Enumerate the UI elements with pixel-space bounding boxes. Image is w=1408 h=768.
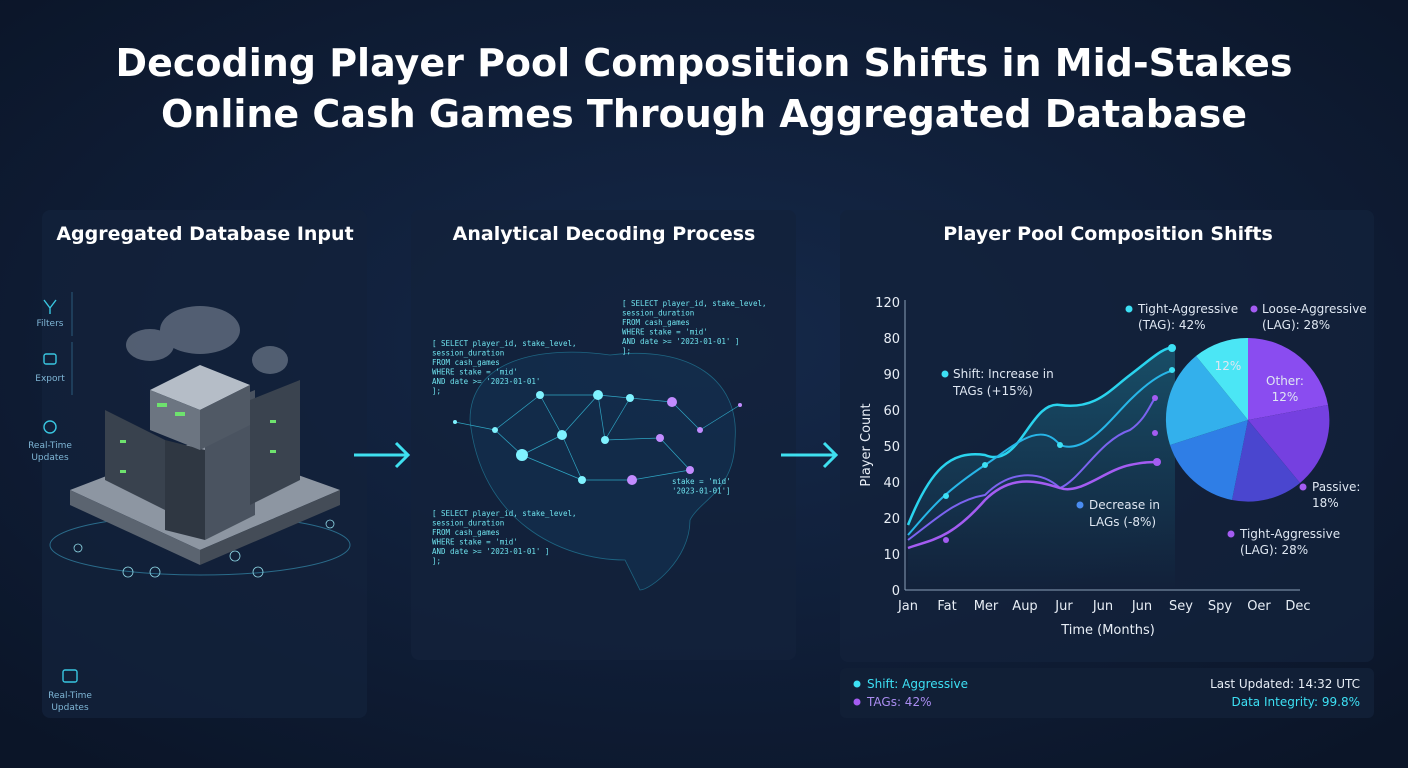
y-tick-label: 60 — [883, 404, 900, 419]
legend-dot — [853, 698, 861, 706]
annotation: Decrease in — [1089, 498, 1160, 512]
title-line: Decoding Player Pool Composition Shifts … — [116, 41, 1293, 85]
title-line: Online Cash Games Through Aggregated Dat… — [161, 92, 1247, 136]
y-tick-label: 40 — [883, 476, 900, 491]
x-tick-label: Jur — [1054, 599, 1073, 614]
code-line: session_duration — [432, 349, 504, 358]
sidebar-label: Real-Time — [48, 691, 92, 701]
code-line: AND date >= '2023-01-01' ] — [622, 337, 739, 346]
footer-text: Last Updated: 14:32 UTC — [1210, 677, 1360, 691]
server-illustration — [49, 306, 351, 578]
panel-title: Player Pool Composition Shifts — [943, 223, 1273, 245]
x-axis-label: Time (Months) — [1060, 623, 1155, 638]
code-snippets: [ SELECT player_id, stake_level, session… — [432, 299, 767, 566]
sidebar-label: Updates — [31, 453, 69, 463]
sidebar-label: Real-Time — [28, 441, 72, 451]
code-line: WHERE stake = 'mid' — [432, 538, 518, 547]
line-chart — [904, 300, 1330, 591]
code-line: session_duration — [432, 519, 504, 528]
sidebar-label: Export — [35, 374, 65, 384]
x-tick-label: Jan — [897, 599, 918, 614]
pie-label: Tight-Aggressive — [1239, 527, 1340, 541]
code-line: stake = 'mid' — [672, 477, 731, 486]
legend-dot — [853, 680, 861, 688]
y-axis-label: Player Count — [859, 403, 874, 486]
annotation: Shift: Increase in — [953, 367, 1054, 381]
panel — [411, 210, 796, 660]
footer-text: TAGs: 42% — [866, 695, 931, 709]
panel-title: Analytical Decoding Process — [453, 223, 756, 245]
pie-label: 12% — [1215, 359, 1242, 373]
x-tick-label: Jun — [1131, 599, 1152, 614]
y-tick-label: 20 — [883, 512, 900, 527]
code-line: [ SELECT player_id, stake_level, — [432, 509, 577, 518]
code-line: AND date >= '2023-01-01' — [432, 377, 540, 386]
code-line: [ SELECT player_id, stake_level, — [622, 299, 767, 308]
pie-label: Tight-Aggressive — [1137, 302, 1238, 316]
code-line: AND date >= '2023-01-01' ] — [432, 547, 549, 556]
annotation: LAGs (-8%) — [1089, 515, 1156, 529]
code-line: '2023-01-01'] — [672, 487, 731, 496]
footer-text: Data Integrity: 99.8% — [1232, 695, 1361, 709]
code-line: ]; — [432, 557, 441, 566]
x-tick-label: Fat — [937, 599, 956, 614]
code-line: FROM cash_games — [622, 318, 690, 327]
code-line: session_duration — [622, 309, 694, 318]
code-line: ]; — [622, 347, 631, 356]
sidebar-icons — [43, 299, 78, 683]
pie-label: (TAG): 42% — [1138, 318, 1206, 332]
x-tick-label: Jun — [1092, 599, 1113, 614]
x-tick-label: Mer — [974, 599, 999, 614]
x-tick-label: Spy — [1208, 599, 1233, 614]
sidebar-label: Updates — [51, 703, 89, 713]
footer-bar — [840, 668, 1374, 718]
pie-chart — [1165, 337, 1330, 502]
pie-label: (LAG): 28% — [1240, 543, 1308, 557]
code-line: WHERE stake = 'mid' — [622, 328, 708, 337]
x-tick-label: Oer — [1247, 599, 1271, 614]
y-tick-label: 80 — [883, 332, 900, 347]
brain-network — [453, 351, 742, 591]
pie-label: 18% — [1312, 496, 1339, 510]
code-line: WHERE stake = 'mid' — [432, 368, 518, 377]
pie-label: Loose-Aggressive — [1262, 302, 1367, 316]
pie-label: 12% — [1272, 390, 1299, 404]
pie-label: Passive: — [1312, 480, 1360, 494]
pie-label: Other: — [1266, 374, 1304, 388]
x-tick-label: Aup — [1012, 599, 1037, 614]
code-line: FROM cash_games — [432, 358, 500, 367]
sidebar-label: Filters — [37, 319, 64, 329]
code-line: FROM cash_games — [432, 528, 500, 537]
y-tick-label: 10 — [883, 548, 900, 563]
panel-title: Aggregated Database Input — [56, 223, 353, 245]
y-tick-label: 50 — [883, 440, 900, 455]
code-line: [ SELECT player_id, stake_level, — [432, 339, 577, 348]
code-line: ]; — [432, 387, 441, 396]
y-tick-label: 0 — [892, 584, 900, 599]
footer-text: Shift: Aggressive — [867, 677, 968, 691]
flow-arrows — [354, 441, 839, 469]
y-tick-label: 120 — [875, 296, 900, 311]
annotation: TAGs (+15%) — [952, 384, 1033, 398]
x-tick-label: Dec — [1285, 599, 1310, 614]
y-tick-label: 90 — [883, 368, 900, 383]
pie-label: (LAG): 28% — [1262, 318, 1330, 332]
x-tick-label: Sey — [1169, 599, 1193, 614]
